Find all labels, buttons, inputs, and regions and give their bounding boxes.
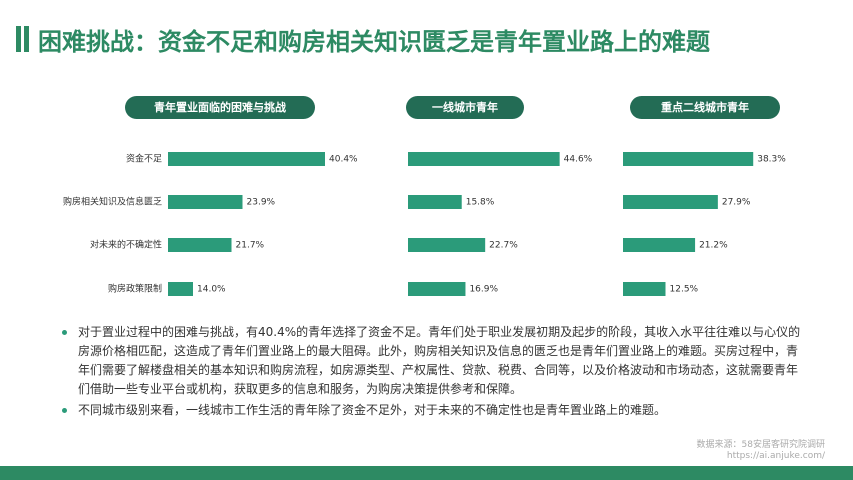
bar — [623, 152, 754, 166]
bar — [168, 238, 232, 252]
category-label: 购房相关知识及信息匮乏 — [63, 196, 162, 208]
bullet-list: 对于置业过程中的困难与挑战，有40.4%的青年选择了资金不足。青年们处于职业发展… — [60, 323, 808, 422]
value-label: 23.9% — [247, 198, 276, 208]
bar — [623, 195, 718, 209]
value-label: 40.4% — [329, 155, 358, 165]
chart-header-pill — [406, 96, 524, 119]
title-bar — [16, 26, 21, 52]
bar — [408, 282, 466, 296]
source: 数据来源：58安居客研究院调研 — [696, 440, 825, 450]
bar — [168, 152, 325, 166]
category-label: 资金不足 — [126, 153, 162, 165]
footer-band — [0, 466, 853, 480]
bar — [623, 238, 696, 252]
value-label: 38.3% — [757, 155, 786, 165]
bar — [408, 195, 462, 209]
source-url: https://ai.anjuke.com/ — [726, 451, 825, 461]
value-label: 44.6% — [564, 155, 593, 165]
bar — [623, 282, 666, 296]
chart-title: 青年置业面临的困难与挑战 — [154, 100, 286, 114]
value-label: 22.7% — [489, 241, 518, 251]
bar — [168, 195, 243, 209]
bar — [408, 238, 486, 252]
category-label: 购房政策限制 — [108, 283, 162, 295]
value-label: 27.9% — [722, 198, 751, 208]
value-label: 16.9% — [469, 285, 498, 295]
slide-title: 困难挑战：资金不足和购房相关知识匮乏是青年置业路上的难题 — [38, 28, 710, 56]
chart-title: 重点二线城市青年 — [661, 100, 749, 114]
category-label: 对未来的不确定性 — [90, 239, 162, 251]
bar — [408, 152, 560, 166]
value-label: 14.0% — [197, 285, 226, 295]
value-label: 21.7% — [236, 241, 265, 251]
chart-title: 一线城市青年 — [432, 100, 498, 114]
chart-header-pill — [630, 96, 780, 119]
title-bar — [24, 26, 29, 52]
chart-header-pill — [125, 96, 315, 119]
bullet: 不同城市级别来看，一线城市工作生活的青年除了资金不足外，对于未来的不确定性也是青… — [62, 401, 808, 420]
value-label: 15.8% — [466, 198, 495, 208]
value-label: 21.2% — [699, 241, 728, 251]
bullet: 对于置业过程中的困难与挑战，有40.4%的青年选择了资金不足。青年们处于职业发展… — [62, 323, 808, 399]
value-label: 12.5% — [670, 285, 699, 295]
bar — [168, 282, 193, 296]
